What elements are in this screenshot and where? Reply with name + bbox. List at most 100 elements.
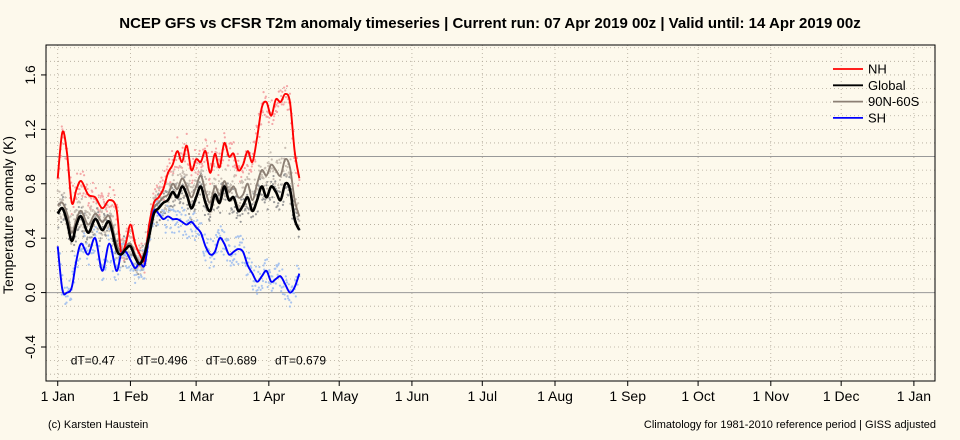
scatter-dot bbox=[200, 169, 203, 172]
scatter-dot bbox=[123, 260, 126, 264]
scatter-dot bbox=[241, 238, 245, 241]
scatter-dot bbox=[211, 182, 214, 185]
scatter-dot bbox=[170, 208, 173, 211]
scatter-dot bbox=[209, 238, 212, 241]
scatter-dot bbox=[260, 173, 263, 176]
scatter-dot bbox=[140, 267, 143, 270]
scatter-dot bbox=[212, 240, 215, 243]
scatter-dot bbox=[69, 215, 72, 218]
scatter-dot bbox=[182, 202, 185, 205]
scatter-dot bbox=[81, 194, 84, 197]
y-tick-label: 0.8 bbox=[22, 174, 38, 194]
scatter-dot bbox=[260, 193, 263, 196]
scatter-dot bbox=[276, 161, 279, 165]
scatter-dot bbox=[85, 214, 88, 217]
scatter-dot bbox=[143, 271, 146, 274]
scatter-dot bbox=[90, 236, 93, 239]
scatter-dot bbox=[158, 219, 161, 222]
scatter-dot bbox=[246, 273, 249, 276]
scatter-dot bbox=[169, 170, 173, 173]
scatter-dot bbox=[249, 168, 252, 171]
scatter-dot bbox=[274, 182, 277, 185]
scatter-dot bbox=[180, 152, 183, 155]
scatter-dot bbox=[71, 270, 74, 273]
scatter-dot bbox=[154, 195, 157, 198]
scatter-dot bbox=[263, 201, 266, 204]
scatter-dot bbox=[219, 211, 222, 214]
scatter-dot bbox=[247, 172, 250, 175]
scatter-dot bbox=[190, 181, 194, 185]
scatter-dot bbox=[203, 160, 206, 164]
scatter-dot bbox=[182, 170, 185, 173]
scatter-dot bbox=[92, 224, 96, 228]
scatter-dot bbox=[261, 279, 265, 283]
scatter-dot bbox=[73, 218, 76, 221]
scatter-dot bbox=[232, 210, 235, 213]
scatter-dot bbox=[266, 285, 269, 289]
scatter-dot bbox=[88, 236, 92, 239]
scatter-dot bbox=[134, 262, 137, 265]
x-axis: 1 Jan 1 Feb 1 Mar 1 Apr 1 May 1 Jun 1 Jul 1 Aug… bbox=[41, 381, 931, 404]
scatter-dot bbox=[136, 272, 140, 276]
scatter-dot bbox=[286, 294, 289, 298]
scatter-dot bbox=[85, 242, 88, 245]
scatter-dot bbox=[229, 183, 232, 187]
scatter-dot bbox=[83, 174, 86, 177]
scatter-dot bbox=[58, 190, 61, 193]
y-tick-label: -0.4 bbox=[22, 335, 38, 359]
scatter-dot bbox=[195, 235, 198, 238]
scatter-dot bbox=[228, 244, 231, 247]
scatter-dot bbox=[191, 186, 194, 189]
scatter-dot bbox=[275, 159, 279, 162]
scatter-dot bbox=[108, 185, 112, 189]
scatter-dot bbox=[114, 258, 117, 261]
scatter-dot bbox=[96, 258, 99, 261]
scatter-dot bbox=[155, 184, 158, 187]
scatter-dot bbox=[101, 195, 104, 198]
scatter-dot bbox=[172, 209, 175, 212]
scatter-dot bbox=[217, 228, 220, 232]
y-tick-label: 0.4 bbox=[22, 228, 38, 248]
scatter-dot bbox=[84, 195, 87, 198]
scatter-dot bbox=[56, 189, 59, 193]
scatter-dot bbox=[103, 214, 106, 217]
scatter-dot bbox=[198, 162, 201, 165]
scatter-dot bbox=[186, 207, 190, 210]
scatter-dot bbox=[192, 184, 195, 187]
y-tick-label: 1.2 bbox=[22, 119, 38, 139]
scatter-dot bbox=[268, 196, 271, 200]
scatter-dot bbox=[270, 99, 273, 102]
scatter-dot bbox=[281, 203, 285, 206]
scatter-dot bbox=[288, 305, 292, 308]
scatter-dot bbox=[159, 180, 162, 183]
scatter-dot bbox=[223, 231, 226, 234]
scatter-dot bbox=[77, 205, 80, 209]
scatter-dot bbox=[258, 169, 261, 172]
scatter-dot bbox=[124, 254, 127, 257]
scatter-dot bbox=[80, 223, 83, 227]
scatter-dot bbox=[289, 289, 292, 292]
x-tick-label: 1 Aug bbox=[537, 388, 573, 404]
scatter-dot bbox=[236, 211, 239, 215]
scatter-dot bbox=[190, 230, 194, 233]
scatter-dot bbox=[77, 193, 80, 196]
scatter-dot bbox=[240, 241, 243, 244]
scatter-dot bbox=[180, 206, 184, 209]
scatter-dot bbox=[61, 193, 64, 196]
scatter-dot bbox=[282, 200, 285, 203]
scatter-dot bbox=[266, 115, 269, 118]
scatter-dot bbox=[176, 209, 180, 213]
scatter-dot bbox=[72, 205, 75, 209]
scatter-dot bbox=[100, 211, 103, 214]
scatter-dot bbox=[268, 116, 271, 120]
scatter-dot bbox=[80, 249, 83, 252]
scatter-dot bbox=[149, 203, 153, 206]
scatter-dot bbox=[272, 174, 275, 178]
scatter-dot bbox=[161, 208, 164, 212]
scatter-dot bbox=[193, 148, 197, 152]
scatter-dot bbox=[239, 241, 242, 244]
scatter-dot bbox=[297, 202, 300, 205]
scatter-dot bbox=[109, 212, 113, 216]
scatter-dot bbox=[59, 215, 62, 218]
scatter-dot bbox=[124, 265, 127, 268]
